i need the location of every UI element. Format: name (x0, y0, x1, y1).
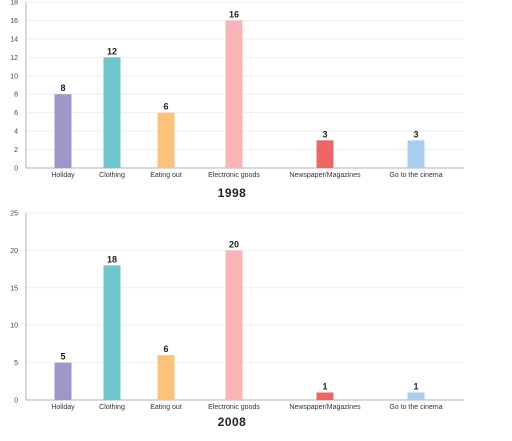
y-tick-label: 6 (14, 110, 18, 117)
data-label: 6 (163, 344, 168, 354)
category-label: Electronic goods (208, 172, 260, 179)
y-tick-label: 0 (14, 398, 18, 405)
y-tick-label: 25 (10, 211, 18, 218)
category-label: Newspaper/Magazines (289, 172, 361, 179)
data-label: 1 (322, 382, 327, 392)
y-tick-label: 10 (10, 323, 18, 330)
category-label: Newspaper/Magazines (289, 404, 361, 411)
data-label: 12 (107, 46, 117, 56)
y-tick-label: 15 (10, 285, 18, 292)
bar (316, 392, 334, 400)
data-label: 6 (163, 102, 168, 112)
category-label: Holiday (51, 172, 75, 179)
y-tick-label: 5 (14, 360, 18, 367)
category-label: Electronic goods (208, 404, 260, 411)
data-label: 18 (107, 254, 117, 264)
bar (54, 94, 72, 168)
bar (54, 362, 72, 400)
y-tick-label: 20 (10, 248, 18, 255)
data-label: 8 (60, 83, 65, 93)
y-tick-label: 16 (10, 18, 18, 25)
data-label: 3 (322, 129, 327, 139)
category-label: Go to the cinema (389, 404, 442, 411)
chart-1998: 0 2 4 6 8 10 12 14 16 18 8 Holiday 12 Clothing 6 Eating… (10, 0, 464, 200)
bar (316, 140, 334, 168)
bar (407, 392, 425, 400)
data-label: 20 (229, 239, 239, 249)
bar (225, 20, 243, 169)
category-label: Holiday (51, 404, 75, 411)
category-label: Eating out (150, 172, 182, 179)
bar (103, 57, 121, 169)
chart-title: 1998 (218, 186, 247, 200)
data-label: 3 (413, 129, 418, 139)
y-tick-label: 4 (14, 129, 18, 136)
data-label: 16 (229, 9, 239, 19)
y-tick-label: 0 (14, 166, 18, 173)
bar (225, 250, 243, 400)
chart-2008: 0 5 10 15 20 25 5 Holiday 18 Clothing 6 Eating out 2… (10, 211, 464, 429)
bar (157, 355, 175, 400)
y-tick-label: 12 (10, 55, 18, 62)
y-tick-label: 8 (14, 92, 18, 99)
category-label: Eating out (150, 404, 182, 411)
category-label: Go to the cinema (389, 172, 442, 179)
y-tick-label: 10 (10, 73, 18, 80)
bar (103, 265, 121, 400)
bar (157, 112, 175, 168)
y-tick-label: 2 (14, 147, 18, 154)
category-label: Clothing (99, 172, 125, 179)
bar (407, 140, 425, 168)
y-tick-label: 18 (10, 0, 18, 7)
y-tick-label: 14 (10, 36, 18, 43)
data-label: 5 (60, 352, 65, 362)
category-label: Clothing (99, 404, 125, 411)
chart-title: 2008 (218, 415, 247, 429)
data-label: 1 (413, 382, 418, 392)
